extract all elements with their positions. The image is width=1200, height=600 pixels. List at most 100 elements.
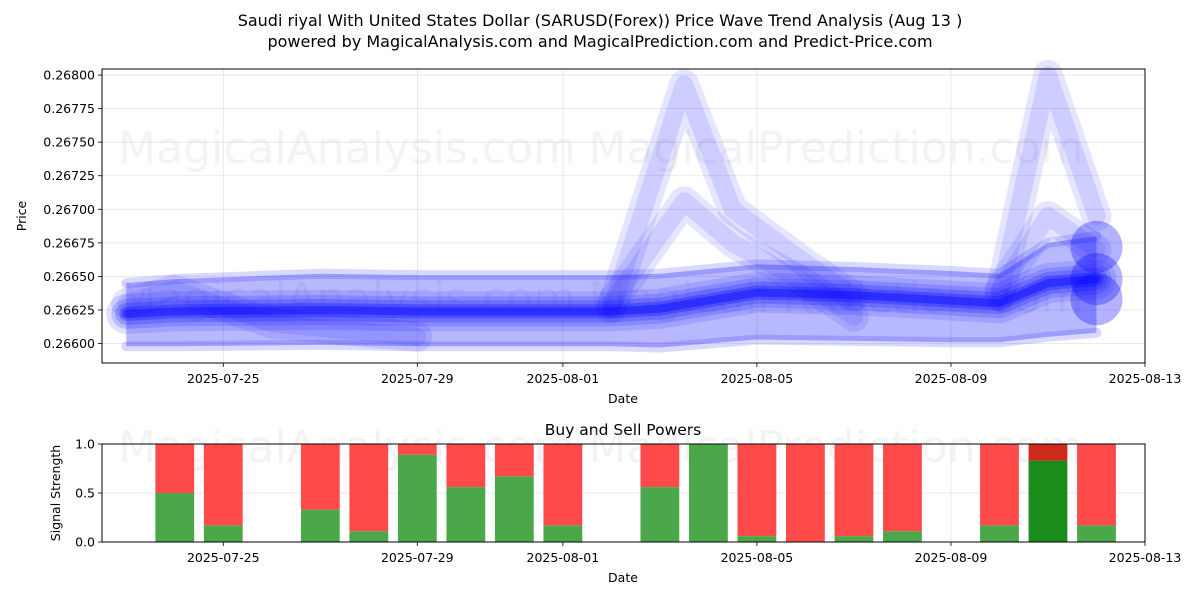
price-wave-line: [122, 275, 1101, 318]
sell-power-bar: [1028, 444, 1068, 461]
price-y-axis-label: Price: [14, 200, 29, 231]
price-y-tick-label: 0.26725: [43, 168, 95, 183]
signal-x-axis-label: Date: [608, 570, 638, 585]
buy-power-bar: [300, 509, 340, 542]
price-end-marker: [1070, 273, 1123, 326]
sell-power-bar: [494, 444, 534, 477]
watermark-mid-right: MagicalPrediction.com: [589, 273, 1084, 324]
buy-power-bar: [688, 444, 728, 542]
price-wave-line: [111, 264, 1112, 329]
signal-x-tick-label: 2025-08-09: [915, 550, 988, 565]
price-spike-line: [990, 66, 1106, 306]
price-spike-line: [602, 192, 863, 326]
price-spike-line: [602, 75, 863, 318]
sell-power-bar: [786, 444, 825, 542]
price-spike-line: [596, 186, 869, 332]
price-band-area: [126, 236, 1097, 348]
price-wave-line: [106, 259, 1117, 334]
price-marks: [106, 60, 1123, 353]
price-x-axis-label: Date: [608, 391, 638, 406]
price-spike-line: [990, 207, 1106, 299]
buy-power-bar: [737, 536, 777, 542]
price-wave-lower: [121, 327, 1102, 353]
price-spike-line: [984, 60, 1112, 312]
buy-power-bar: [155, 493, 195, 542]
signal-x-tick-label: 2025-08-13: [1109, 550, 1182, 565]
signal-x-ticks: 2025-07-25 2025-07-29 2025-08-01 2025-08-05…: [187, 542, 1181, 565]
sell-power-bar: [397, 444, 437, 455]
sell-power-bar: [1077, 444, 1116, 526]
sell-power-bar: [203, 444, 243, 526]
price-y-tick-label: 0.26625: [43, 302, 95, 317]
price-x-tick-label: 2025-08-09: [915, 371, 988, 386]
sell-power-bar: [640, 444, 680, 488]
sell-power-bar: [543, 444, 583, 526]
buy-power-bar: [203, 525, 243, 542]
price-x-tick-label: 2025-07-29: [381, 371, 454, 386]
price-plot-frame: [101, 68, 1146, 364]
buy-power-bar: [980, 525, 1019, 542]
sell-power-bar: [834, 444, 874, 537]
buy-power-bar: [883, 531, 922, 542]
signal-x-tick-label: 2025-07-29: [381, 550, 454, 565]
price-y-tick-label: 0.26675: [43, 235, 95, 250]
price-y-tick-label: 0.26700: [43, 202, 95, 217]
sell-power-bar: [980, 444, 1019, 526]
buy-power-bar: [349, 531, 389, 542]
price-plot-background: [102, 69, 1145, 363]
buy-power-bar: [1028, 460, 1068, 542]
watermark-top-right: MagicalPrediction.com: [589, 123, 1084, 174]
price-panel: MagicalAnalysis.com MagicalPrediction.co…: [14, 60, 1181, 406]
buy-power-bar: [640, 487, 680, 542]
price-y-tick-label: 0.26800: [43, 68, 95, 83]
signal-plot-background: [102, 444, 1145, 542]
signal-chart-title: Buy and Sell Powers: [545, 421, 702, 439]
buy-power-bar: [494, 476, 534, 542]
sell-power-bar: [300, 444, 340, 510]
signal-y-tick-label: 1.0: [75, 437, 95, 452]
price-spike-line: [984, 201, 1112, 305]
price-end-marker: [1070, 253, 1123, 306]
price-y-tick-label: 0.26775: [43, 101, 95, 116]
watermark-mid-left: MagicalAnalysis.com: [118, 273, 576, 324]
sell-power-bar: [737, 444, 777, 537]
signal-x-tick-label: 2025-08-05: [721, 550, 794, 565]
price-y-tick-label: 0.26600: [43, 336, 95, 351]
price-grid: [102, 69, 1146, 363]
price-wave-upper: [121, 231, 1102, 289]
price-y-tick-label: 0.26750: [43, 135, 95, 150]
price-wave-line: [115, 268, 1108, 325]
price-x-tick-label: 2025-08-01: [527, 371, 600, 386]
signal-y-tick-label: 0.5: [75, 486, 95, 501]
price-x-tick-label: 2025-08-13: [1109, 371, 1182, 386]
sell-power-bar: [349, 444, 389, 532]
chart-title: Saudi riyal With United States Dollar (S…: [238, 11, 963, 30]
signal-x-tick-label: 2025-08-01: [527, 550, 600, 565]
chart-subtitle: powered by MagicalAnalysis.com and Magic…: [267, 32, 932, 51]
price-y-ticks: 0.26600 0.26625 0.26650 0.26675 0.26700 0.267…: [43, 68, 102, 351]
signal-marks: [155, 444, 1116, 542]
price-spike-line: [111, 274, 433, 352]
sell-power-bar: [155, 444, 195, 493]
buy-power-bar: [1077, 525, 1116, 542]
price-end-marker: [1070, 220, 1123, 273]
price-x-tick-label: 2025-07-25: [187, 371, 260, 386]
watermark-top-left: MagicalAnalysis.com: [118, 123, 576, 174]
price-spike-line: [596, 69, 869, 324]
sell-power-bar: [883, 444, 922, 532]
sell-power-bar: [446, 444, 486, 488]
buy-power-bar: [397, 454, 437, 542]
price-spike-line: [117, 280, 427, 346]
price-y-tick-label: 0.26650: [43, 269, 95, 284]
price-x-ticks: 2025-07-25 2025-07-29 2025-08-01 2025-08-05…: [187, 363, 1181, 386]
signal-y-axis-label: Signal Strength: [48, 445, 63, 541]
price-wave-line: [119, 272, 1104, 321]
price-x-tick-label: 2025-08-05: [721, 371, 794, 386]
buy-power-bar: [446, 487, 486, 542]
signal-y-tick-label: 0.0: [75, 535, 95, 550]
signal-x-tick-label: 2025-07-25: [187, 550, 260, 565]
buy-power-bar: [543, 525, 583, 542]
signal-y-ticks: 0.0 0.5 1.0: [75, 437, 102, 550]
